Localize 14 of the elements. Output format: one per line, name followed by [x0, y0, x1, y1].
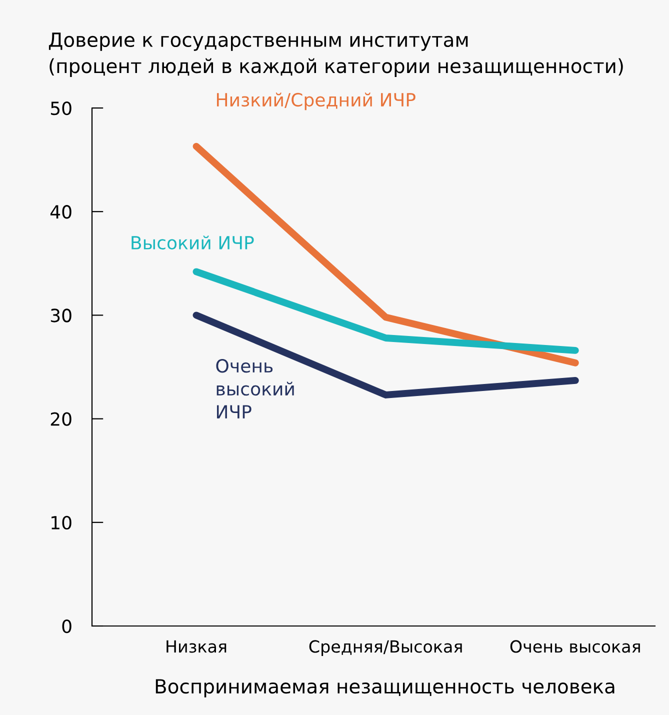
y-tick-label: 40: [50, 205, 72, 219]
x-tick-label: Очень высокая: [510, 640, 640, 653]
y-tick-label: 0: [62, 619, 72, 634]
series-label: Высокий ИЧР: [132, 236, 254, 250]
y-tick-label: 50: [50, 101, 72, 116]
x-tick-label: Средняя/Высокая: [309, 640, 462, 656]
x-tick-label: Низкая: [166, 640, 226, 653]
series-label: Очень высокий ИЧР: [216, 359, 294, 418]
y-tick-label: 30: [50, 308, 72, 322]
x-axis-title: Воспринимаемая незащищенность человека: [156, 679, 614, 698]
chart-title: Доверие к государственным институтам (процент людей в каждой категории незащищенности): [48, 32, 623, 78]
text: Низкий/Средний ИЧР: [216, 92, 416, 110]
y-tick-label: 10: [52, 516, 72, 530]
y-tick-label: 20: [50, 412, 72, 426]
